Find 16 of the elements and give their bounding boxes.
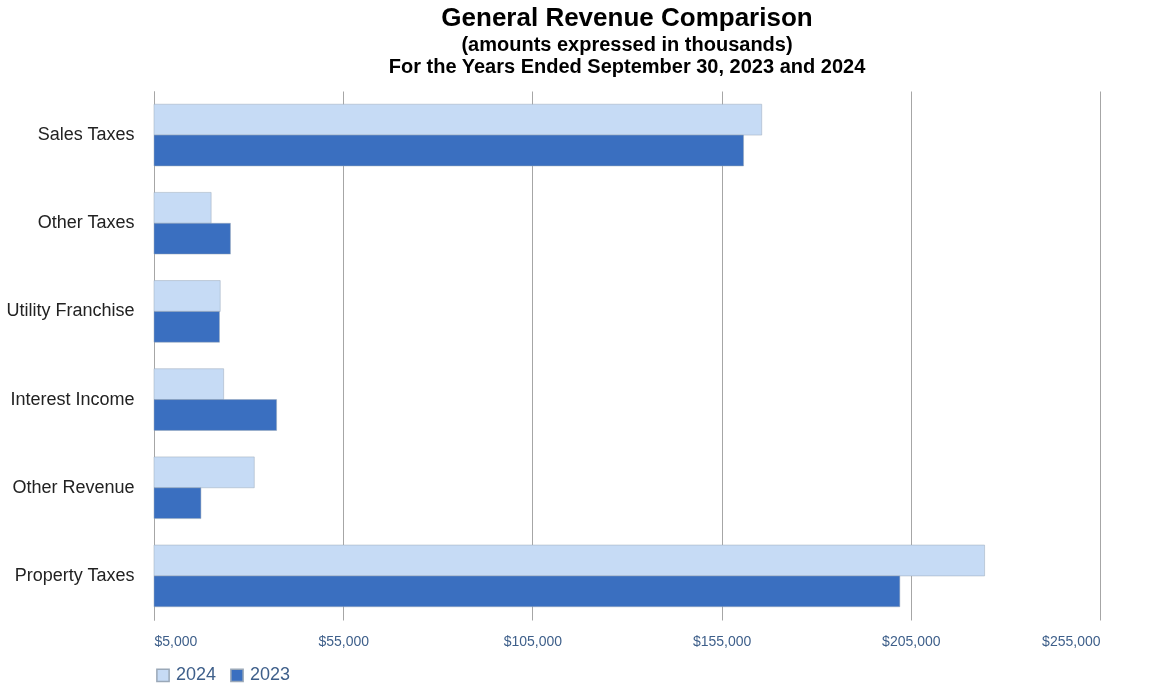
x-tick-label: $105,000 <box>503 632 563 649</box>
y-tick-label: Sales Taxes <box>37 124 135 145</box>
chart-subtitle: (amounts expressed in thousands) For the Years Ended September 30, 2023 and 2024 <box>388 33 867 77</box>
legend-label: 2024 <box>176 664 217 685</box>
y-tick-label: Other Taxes <box>37 212 135 233</box>
x-tick-label: $205,000 <box>882 632 941 649</box>
x-tick-label: $155,000 <box>692 632 752 649</box>
x-tick-label: $255,000 <box>1042 632 1101 649</box>
y-tick-label: Other Revenue <box>12 476 135 497</box>
chart-title: General Revenue Comparison <box>441 2 813 32</box>
legend-label: 2023 <box>250 664 291 685</box>
x-tick-label: $55,000 <box>318 632 370 649</box>
y-tick-label: Utility Franchise <box>6 300 135 321</box>
x-tick-label: $5,000 <box>154 632 198 649</box>
y-tick-label: Interest Income <box>10 388 135 409</box>
y-tick-label: Property Taxes <box>14 564 135 585</box>
